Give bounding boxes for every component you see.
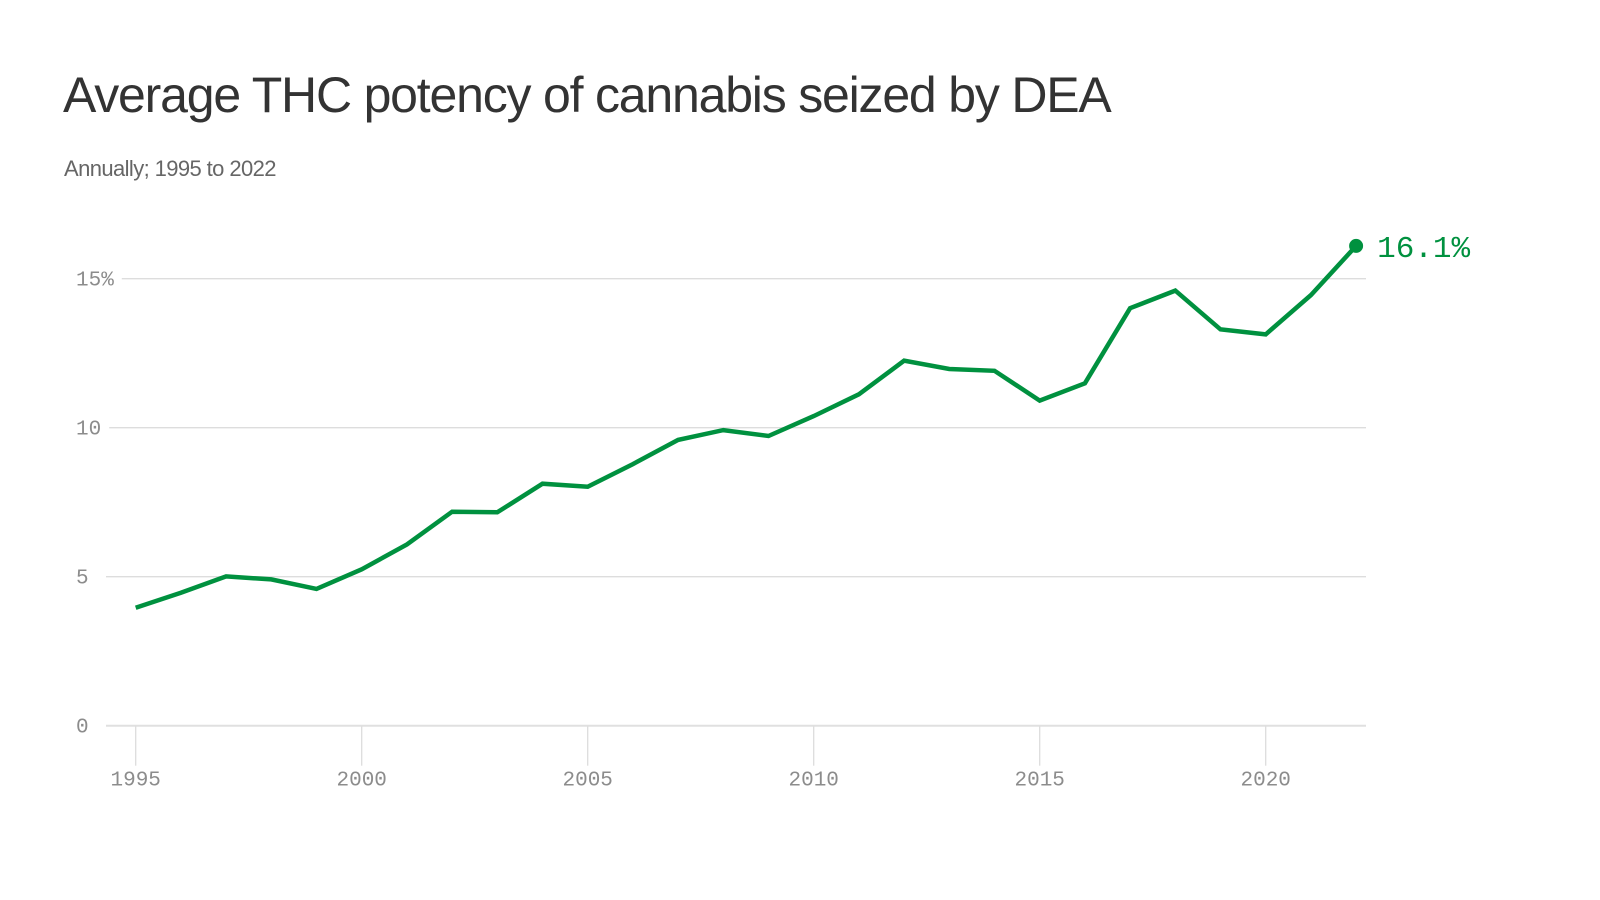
end-value-label: 16.1% bbox=[1377, 232, 1470, 267]
series bbox=[133, 244, 1358, 611]
x-tick-label: 2000 bbox=[336, 770, 386, 793]
data-point-1996 bbox=[178, 590, 184, 596]
data-point-2015 bbox=[1037, 398, 1043, 404]
data-point-2008 bbox=[720, 427, 726, 433]
y-axis: 0 5 10 15% bbox=[76, 270, 114, 740]
data-point-1995 bbox=[133, 605, 139, 611]
data-point-1999 bbox=[314, 586, 320, 592]
x-tick-label: 2020 bbox=[1240, 770, 1290, 793]
data-point-2002 bbox=[449, 509, 455, 515]
data-point-1998 bbox=[268, 576, 274, 582]
data-point-2012 bbox=[901, 358, 907, 364]
x-tick-label: 2015 bbox=[1014, 770, 1064, 793]
x-tick-label: 2010 bbox=[788, 770, 838, 793]
data-point-2014 bbox=[992, 368, 998, 374]
data-point-2000 bbox=[359, 566, 365, 572]
chart-title: Average THC potency of cannabis seized b… bbox=[63, 67, 1112, 123]
data-point-2009 bbox=[766, 433, 772, 439]
data-point-2003 bbox=[494, 509, 500, 515]
x-axis: 1995 2000 2005 2010 2015 2020 bbox=[110, 725, 1291, 793]
y-tick-label: 15% bbox=[76, 270, 114, 293]
data-point-2013 bbox=[946, 366, 952, 372]
y-tick-label: 0 bbox=[76, 717, 89, 740]
data-point-2020 bbox=[1263, 331, 1269, 337]
data-point-2018 bbox=[1172, 288, 1178, 294]
x-tick-label: 1995 bbox=[110, 770, 160, 793]
data-point-2006 bbox=[630, 461, 636, 467]
data-point-2011 bbox=[856, 391, 862, 397]
y-tick-label: 5 bbox=[76, 568, 89, 591]
data-point-2021 bbox=[1308, 292, 1314, 298]
data-point-1997 bbox=[223, 573, 229, 579]
data-point-2010 bbox=[811, 413, 817, 419]
end-point-marker bbox=[1349, 238, 1364, 253]
data-point-2019 bbox=[1218, 326, 1224, 332]
data-point-2004 bbox=[540, 481, 546, 487]
data-point-2017 bbox=[1127, 305, 1133, 311]
chart-subtitle: Annually; 1995 to 2022 bbox=[64, 156, 276, 181]
data-point-2016 bbox=[1082, 380, 1088, 386]
series-line-0 bbox=[134, 244, 1358, 610]
x-tick-label: 2005 bbox=[562, 770, 612, 793]
gridlines bbox=[106, 278, 1366, 727]
y-tick-label: 10 bbox=[76, 419, 101, 442]
annotations: 16.1% bbox=[1349, 232, 1471, 267]
data-point-2005 bbox=[585, 484, 591, 490]
data-point-2007 bbox=[675, 437, 681, 443]
data-point-2001 bbox=[404, 542, 410, 548]
